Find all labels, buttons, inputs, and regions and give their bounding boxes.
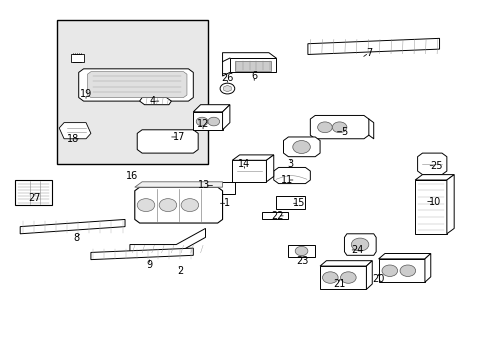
Polygon shape <box>135 187 222 223</box>
Polygon shape <box>417 153 446 175</box>
Circle shape <box>350 238 368 251</box>
Bar <box>71 54 83 62</box>
Text: 25: 25 <box>429 161 442 171</box>
Text: 3: 3 <box>287 159 293 169</box>
Text: 27: 27 <box>28 193 41 203</box>
Text: 4: 4 <box>149 96 156 106</box>
Polygon shape <box>222 105 229 130</box>
Polygon shape <box>140 98 171 105</box>
Text: 8: 8 <box>73 233 79 243</box>
Polygon shape <box>137 130 198 153</box>
Polygon shape <box>232 155 273 160</box>
Circle shape <box>137 199 155 212</box>
Polygon shape <box>261 212 288 219</box>
Text: 23: 23 <box>295 256 307 266</box>
Polygon shape <box>320 266 366 289</box>
Polygon shape <box>288 244 315 257</box>
Text: 14: 14 <box>238 159 250 169</box>
Polygon shape <box>59 123 91 139</box>
Text: 21: 21 <box>333 279 345 289</box>
Polygon shape <box>223 85 231 92</box>
Circle shape <box>340 272 355 283</box>
Polygon shape <box>234 60 271 71</box>
Polygon shape <box>283 137 320 157</box>
Circle shape <box>317 122 331 133</box>
Circle shape <box>399 265 415 276</box>
Bar <box>57 21 207 164</box>
Text: 1: 1 <box>224 198 230 208</box>
Polygon shape <box>266 155 273 182</box>
Text: 16: 16 <box>126 171 138 181</box>
Polygon shape <box>378 259 424 282</box>
Polygon shape <box>310 116 368 139</box>
Circle shape <box>331 122 346 133</box>
Polygon shape <box>91 248 193 260</box>
Circle shape <box>181 199 198 212</box>
Circle shape <box>196 117 207 126</box>
Polygon shape <box>20 220 125 234</box>
Polygon shape <box>378 253 430 259</box>
Polygon shape <box>414 175 453 180</box>
Circle shape <box>220 83 234 94</box>
Polygon shape <box>232 160 266 182</box>
Circle shape <box>381 265 397 276</box>
Polygon shape <box>130 228 205 253</box>
Text: 19: 19 <box>80 89 92 99</box>
Text: 18: 18 <box>66 134 79 144</box>
Polygon shape <box>135 182 222 187</box>
Text: 15: 15 <box>292 198 305 208</box>
Polygon shape <box>307 39 439 54</box>
Polygon shape <box>87 72 186 98</box>
Polygon shape <box>320 261 371 266</box>
Text: 20: 20 <box>372 274 384 284</box>
Circle shape <box>292 140 310 153</box>
Text: 5: 5 <box>341 127 347 136</box>
Text: 9: 9 <box>146 260 152 270</box>
Circle shape <box>322 272 337 283</box>
Polygon shape <box>273 167 310 184</box>
Polygon shape <box>217 182 234 194</box>
Text: 2: 2 <box>177 266 183 276</box>
Bar <box>15 180 52 205</box>
Polygon shape <box>276 196 305 209</box>
Circle shape <box>207 117 219 126</box>
Text: 7: 7 <box>365 48 371 58</box>
Circle shape <box>159 199 176 212</box>
Circle shape <box>295 246 307 256</box>
Text: 12: 12 <box>197 120 209 129</box>
Text: 11: 11 <box>281 175 293 185</box>
Text: 13: 13 <box>198 180 210 190</box>
Polygon shape <box>446 175 453 234</box>
Text: 17: 17 <box>172 132 184 142</box>
Text: 6: 6 <box>251 71 257 81</box>
Polygon shape <box>344 234 375 255</box>
Polygon shape <box>79 69 193 101</box>
Polygon shape <box>229 58 276 72</box>
Polygon shape <box>366 261 371 289</box>
Polygon shape <box>193 105 229 112</box>
Text: 10: 10 <box>427 197 440 207</box>
Text: 22: 22 <box>271 211 284 221</box>
Polygon shape <box>424 253 430 282</box>
Text: 24: 24 <box>351 245 363 255</box>
Polygon shape <box>193 112 222 130</box>
Polygon shape <box>414 180 446 234</box>
Text: 26: 26 <box>221 73 233 83</box>
